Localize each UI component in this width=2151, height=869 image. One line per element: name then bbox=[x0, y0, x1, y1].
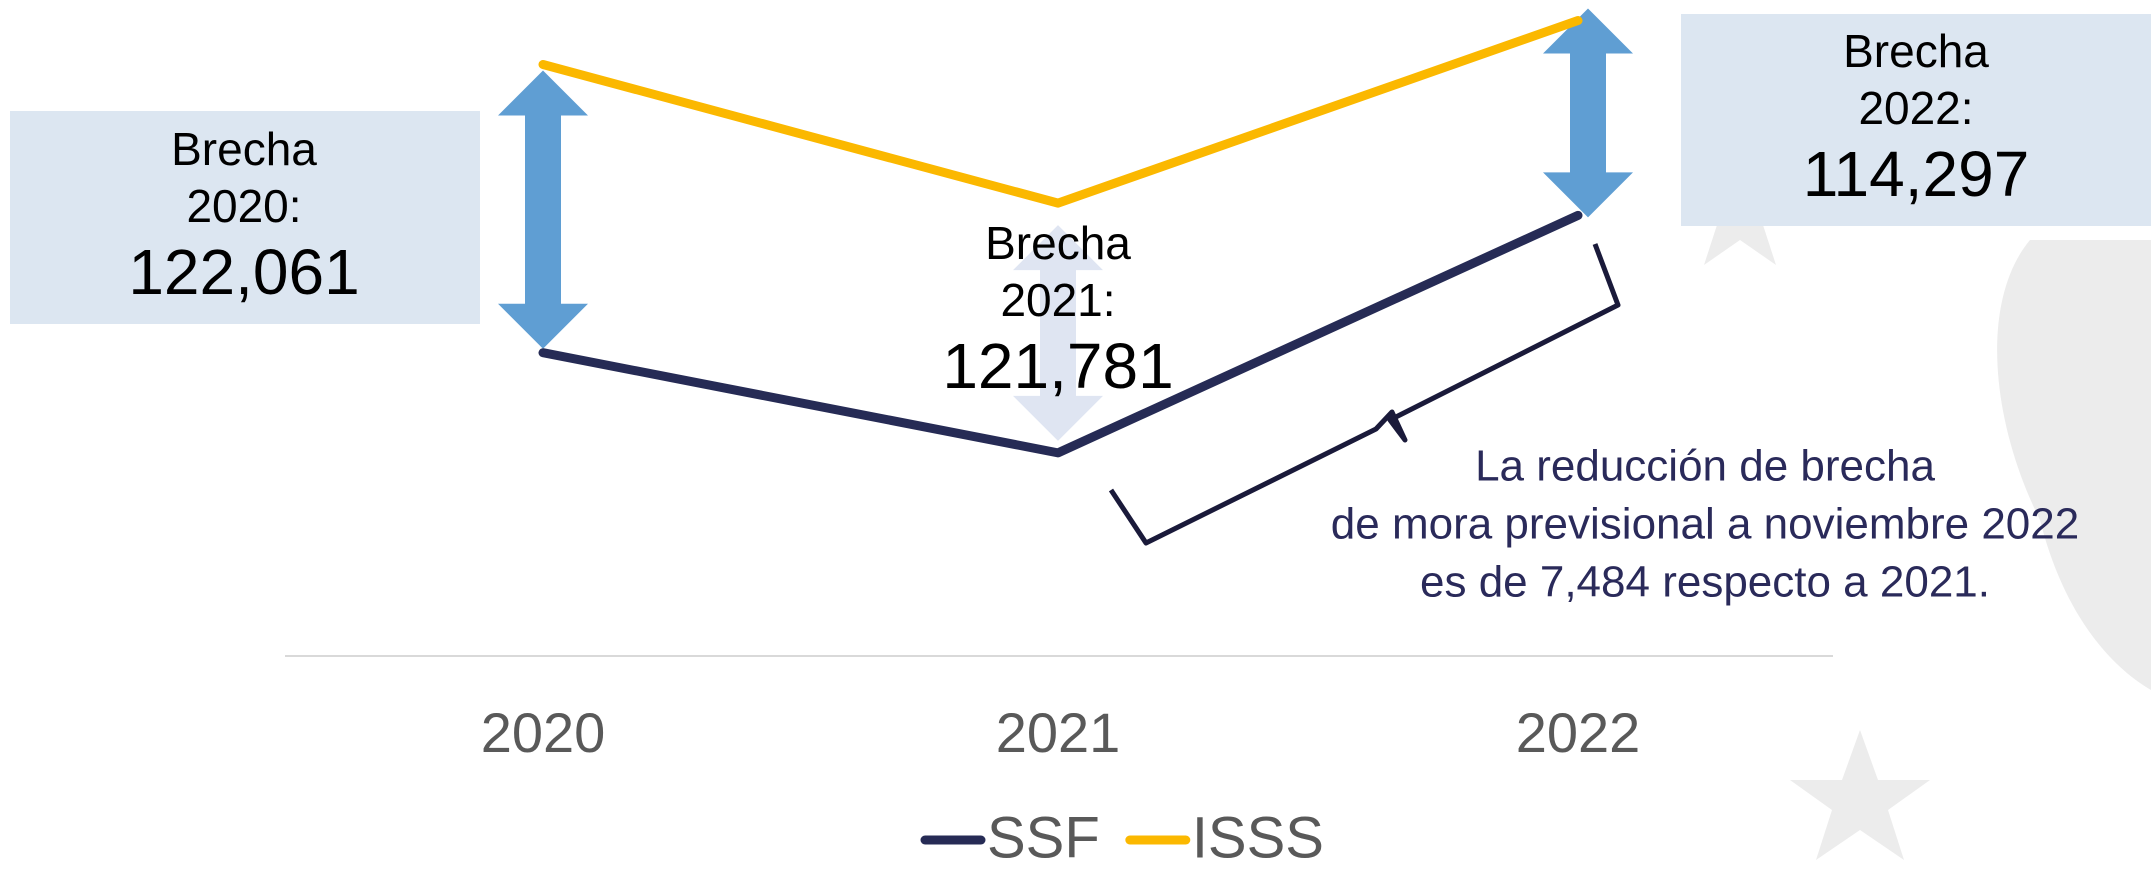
chart: 202020212022Brecha2020:122,061Brecha2021… bbox=[0, 0, 2151, 869]
annotation-label: Brecha bbox=[1843, 25, 1989, 77]
note: de mora previsional a noviembre 2022 bbox=[1331, 500, 2079, 549]
annotation-label: Brecha bbox=[171, 123, 317, 175]
x-tick-label: 2020 bbox=[481, 701, 606, 764]
note: La reducción de brecha bbox=[1475, 442, 1935, 491]
annotation-value: 122,061 bbox=[128, 236, 359, 308]
annotation-year: 2020: bbox=[186, 180, 301, 232]
annotation-value: 121,781 bbox=[942, 330, 1173, 402]
legend-label: SSF bbox=[987, 805, 1100, 869]
x-tick-label: 2022 bbox=[1516, 701, 1641, 764]
annotation-label: Brecha bbox=[985, 217, 1131, 269]
annotation-year: 2022: bbox=[1858, 82, 1973, 134]
note: es de 7,484 respecto a 2021. bbox=[1420, 558, 1990, 607]
gap-arrow bbox=[498, 71, 588, 349]
annotation-value: 114,297 bbox=[1803, 138, 2030, 210]
annotation-year: 2021: bbox=[1000, 274, 1115, 326]
x-tick-label: 2021 bbox=[996, 701, 1121, 764]
gap-arrow bbox=[1543, 9, 1633, 218]
legend-label: ISSS bbox=[1192, 805, 1324, 869]
series-line bbox=[543, 21, 1578, 204]
